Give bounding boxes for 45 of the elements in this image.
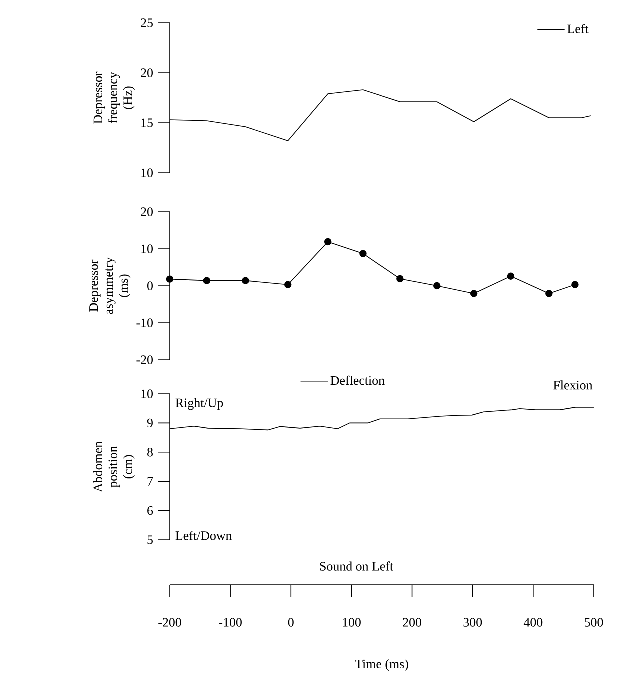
x-tick-label: 500 (585, 618, 604, 627)
annotation: Right/Up (176, 398, 224, 410)
y-tick-label: 20 (141, 208, 153, 216)
y-tick-label: 25 (141, 18, 153, 28)
legend-label: Deflection (330, 376, 385, 386)
point (203, 277, 211, 284)
text: Sound on Left (320, 562, 394, 571)
y-tick-label: 10 (142, 390, 153, 398)
point (360, 250, 367, 258)
point (324, 238, 332, 246)
y-tick-label: 8 (148, 448, 153, 457)
point (572, 281, 579, 288)
x-axis-title: Time (ms) (355, 659, 408, 672)
point (396, 275, 404, 283)
legend-label: Left (568, 24, 589, 34)
y-tick-label: 7 (148, 477, 154, 486)
y-tick-label: 10 (142, 244, 153, 254)
y-axis-title: Abdomen position (cm) (93, 442, 136, 492)
point (434, 282, 441, 290)
y-tick-label: 15 (142, 118, 153, 128)
y-tick-label: 20 (141, 68, 153, 78)
y-axis-title: Depressor asymmetry (ms) (90, 257, 131, 314)
x-tick-label: 400 (524, 618, 543, 627)
point (546, 290, 553, 298)
point (507, 272, 515, 280)
x-tick-label: -100 (219, 618, 242, 627)
y-tick-label: 10 (142, 168, 153, 178)
point (470, 290, 478, 298)
y-axis-title: Depressor frequency (Hz) (94, 72, 136, 124)
y-tick-label: -10 (136, 318, 153, 328)
annotation: Left/Down (176, 530, 232, 540)
x-tick-label: 100 (343, 618, 361, 627)
x-tick-label: 0 (288, 618, 294, 627)
point (166, 276, 174, 283)
y-tick-label: 5 (148, 536, 153, 544)
y-tick-label: 9 (147, 418, 153, 428)
y-tick-label: 0 (148, 282, 153, 290)
point (284, 281, 292, 288)
point (242, 277, 250, 284)
y-tick-label: 6 (148, 506, 154, 516)
x-tick-label: 300 (464, 618, 482, 627)
y-tick-label: -20 (136, 356, 153, 364)
text: Flexion (554, 380, 593, 390)
x-tick-label: 200 (403, 618, 422, 627)
x-tick-label: -200 (158, 618, 182, 627)
